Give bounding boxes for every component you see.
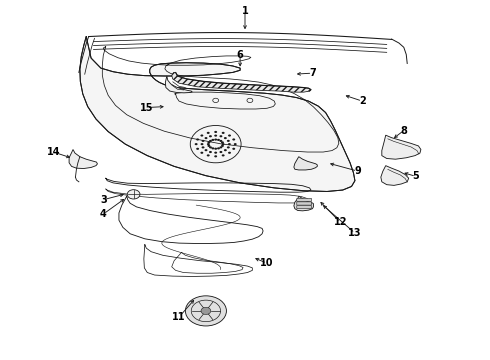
Circle shape xyxy=(209,135,212,137)
Circle shape xyxy=(207,145,210,147)
Circle shape xyxy=(201,307,211,315)
Circle shape xyxy=(214,155,217,157)
Text: 2: 2 xyxy=(359,96,366,106)
Text: 9: 9 xyxy=(354,166,361,176)
Circle shape xyxy=(221,154,224,157)
Circle shape xyxy=(214,131,217,133)
Circle shape xyxy=(201,146,204,148)
Circle shape xyxy=(234,143,237,145)
Circle shape xyxy=(220,135,222,137)
Circle shape xyxy=(232,148,235,150)
Circle shape xyxy=(228,152,231,154)
Circle shape xyxy=(228,134,231,136)
Circle shape xyxy=(214,148,217,150)
Circle shape xyxy=(209,146,212,148)
Circle shape xyxy=(221,143,224,145)
Polygon shape xyxy=(381,166,409,185)
Circle shape xyxy=(195,143,197,145)
Polygon shape xyxy=(294,157,318,170)
Circle shape xyxy=(207,154,210,157)
Circle shape xyxy=(227,146,230,148)
Circle shape xyxy=(217,147,220,149)
Polygon shape xyxy=(80,37,355,192)
Text: 8: 8 xyxy=(400,126,407,135)
Circle shape xyxy=(185,296,226,326)
Text: 13: 13 xyxy=(348,228,362,238)
Circle shape xyxy=(207,141,210,144)
Text: 4: 4 xyxy=(100,209,107,219)
Circle shape xyxy=(200,152,203,154)
Polygon shape xyxy=(165,76,192,93)
Circle shape xyxy=(217,139,220,141)
FancyBboxPatch shape xyxy=(297,206,312,209)
Circle shape xyxy=(207,132,210,134)
Text: 5: 5 xyxy=(413,171,419,181)
Circle shape xyxy=(204,137,207,139)
Polygon shape xyxy=(172,72,311,92)
Text: 11: 11 xyxy=(172,312,186,322)
FancyBboxPatch shape xyxy=(297,198,312,202)
Text: 6: 6 xyxy=(237,50,244,60)
Circle shape xyxy=(214,152,217,154)
Text: 10: 10 xyxy=(260,258,274,268)
Circle shape xyxy=(196,138,199,140)
Circle shape xyxy=(209,140,212,142)
Circle shape xyxy=(221,145,224,147)
Text: 15: 15 xyxy=(140,103,153,113)
Circle shape xyxy=(220,146,222,148)
Circle shape xyxy=(200,134,203,136)
Circle shape xyxy=(207,143,210,145)
Circle shape xyxy=(211,147,214,149)
Circle shape xyxy=(227,140,230,142)
FancyBboxPatch shape xyxy=(297,202,312,205)
Circle shape xyxy=(221,141,224,144)
Circle shape xyxy=(204,149,207,151)
Text: 14: 14 xyxy=(47,147,60,157)
Circle shape xyxy=(220,151,222,153)
Circle shape xyxy=(209,151,212,153)
Polygon shape xyxy=(294,196,314,211)
Text: 3: 3 xyxy=(100,195,107,205)
Circle shape xyxy=(224,137,227,139)
Circle shape xyxy=(127,190,140,199)
Circle shape xyxy=(232,138,235,140)
Circle shape xyxy=(214,135,217,137)
Circle shape xyxy=(196,148,199,150)
Circle shape xyxy=(214,139,217,141)
Text: 12: 12 xyxy=(334,217,347,227)
Circle shape xyxy=(224,149,227,151)
Polygon shape xyxy=(69,149,98,168)
Circle shape xyxy=(220,140,222,142)
Circle shape xyxy=(200,143,203,145)
Circle shape xyxy=(228,143,231,145)
Polygon shape xyxy=(382,135,421,159)
Circle shape xyxy=(201,140,204,142)
Circle shape xyxy=(221,132,224,134)
Text: 7: 7 xyxy=(309,68,316,78)
Circle shape xyxy=(211,139,214,141)
Text: 1: 1 xyxy=(242,6,248,16)
